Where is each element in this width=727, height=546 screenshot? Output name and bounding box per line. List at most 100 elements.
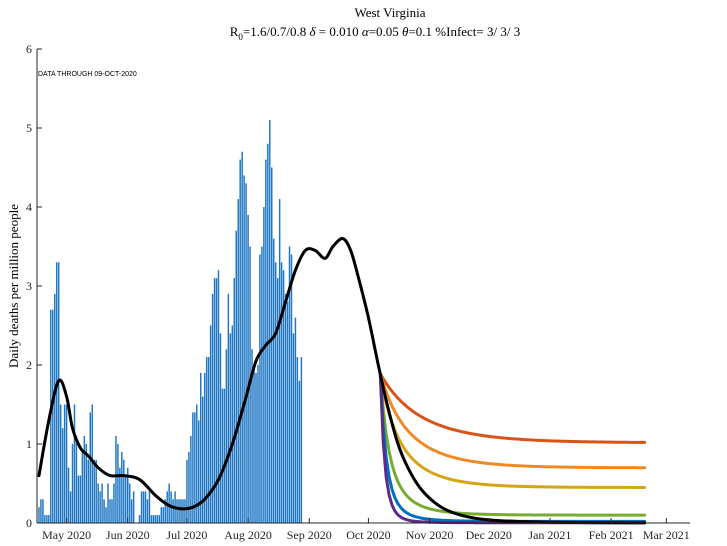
daily-bar bbox=[271, 167, 273, 523]
daily-bar bbox=[192, 412, 194, 523]
daily-bar bbox=[83, 436, 86, 523]
daily-bar bbox=[225, 349, 228, 523]
daily-bar bbox=[233, 278, 236, 523]
daily-bar bbox=[57, 262, 60, 523]
daily-bar bbox=[138, 515, 141, 523]
chart-subtitle: R0=1.6/0.7/0.8 δ = 0.010 α=0.05 θ=0.1 %I… bbox=[230, 24, 520, 42]
y-tick-label: 5 bbox=[26, 121, 32, 135]
daily-bar bbox=[95, 459, 97, 523]
projection-curve bbox=[378, 372, 647, 470]
x-tick-label: May 2020 bbox=[42, 528, 91, 542]
fit-curve bbox=[37, 237, 647, 525]
daily-bar bbox=[164, 499, 166, 523]
daily-bar bbox=[229, 333, 232, 523]
daily-bar bbox=[196, 404, 198, 523]
daily-bar bbox=[251, 349, 253, 523]
daily-bar bbox=[44, 515, 46, 523]
bars bbox=[38, 120, 303, 524]
daily-bar bbox=[73, 404, 76, 523]
daily-bar bbox=[221, 388, 224, 523]
daily-bar bbox=[184, 499, 186, 523]
daily-bar bbox=[103, 499, 105, 523]
daily-bar bbox=[152, 515, 155, 523]
x-tick-label: Dec 2020 bbox=[466, 528, 512, 542]
x-tick-label: Sep 2020 bbox=[287, 528, 332, 542]
daily-bar bbox=[243, 175, 245, 523]
daily-bar bbox=[146, 499, 149, 523]
daily-bar bbox=[261, 246, 263, 523]
daily-bar bbox=[91, 404, 93, 523]
daily-bar bbox=[194, 412, 196, 523]
daily-bar bbox=[81, 451, 84, 523]
daily-bar bbox=[87, 459, 90, 523]
daily-bar bbox=[40, 499, 42, 523]
y-tick-label: 0 bbox=[26, 516, 32, 530]
y-tick-label: 6 bbox=[26, 42, 32, 56]
daily-bar bbox=[215, 278, 218, 523]
daily-bar bbox=[278, 199, 281, 523]
daily-bar bbox=[267, 143, 269, 524]
daily-bar bbox=[89, 412, 91, 523]
x-tick-label: Aug 2020 bbox=[224, 528, 272, 542]
x-tick-label: Feb 2021 bbox=[589, 528, 634, 542]
projection-curve bbox=[378, 372, 647, 489]
daily-bar bbox=[294, 317, 297, 523]
x-tick-label: Jul 2020 bbox=[166, 528, 207, 542]
daily-bar bbox=[298, 380, 301, 523]
daily-bar bbox=[286, 301, 289, 523]
daily-bar bbox=[178, 499, 180, 523]
daily-bar bbox=[223, 388, 226, 523]
daily-bar bbox=[67, 467, 70, 523]
daily-bar bbox=[144, 491, 147, 523]
daily-bar bbox=[176, 499, 178, 523]
y-tick-label: 3 bbox=[26, 279, 32, 293]
daily-bar bbox=[71, 444, 74, 523]
daily-bar bbox=[217, 270, 220, 523]
daily-bar bbox=[42, 499, 44, 523]
daily-bar bbox=[290, 254, 293, 523]
daily-bar bbox=[273, 238, 275, 523]
daily-bar bbox=[111, 499, 113, 523]
daily-bar bbox=[276, 278, 279, 523]
daily-bar bbox=[140, 491, 143, 523]
daily-bar bbox=[160, 507, 163, 523]
daily-bar bbox=[211, 293, 214, 523]
daily-bar bbox=[69, 491, 72, 523]
daily-bar bbox=[54, 293, 56, 523]
daily-bar bbox=[201, 396, 204, 523]
y-tick-label: 4 bbox=[26, 200, 32, 214]
daily-bar bbox=[255, 372, 257, 523]
daily-bar bbox=[63, 404, 66, 523]
daily-bar bbox=[52, 309, 54, 523]
daily-bar bbox=[48, 515, 50, 523]
daily-bar bbox=[93, 459, 95, 523]
daily-bar bbox=[162, 507, 164, 523]
daily-bar bbox=[75, 436, 78, 523]
daily-bar bbox=[205, 357, 208, 523]
daily-bar bbox=[107, 483, 109, 523]
x-tick-label: Nov 2020 bbox=[406, 528, 454, 542]
projection-curve bbox=[378, 372, 647, 523]
daily-bar bbox=[117, 444, 119, 523]
daily-bar bbox=[85, 444, 88, 523]
daily-bar bbox=[119, 467, 121, 523]
daily-bar bbox=[198, 420, 200, 523]
daily-bar bbox=[274, 262, 277, 523]
y-tick-label: 2 bbox=[26, 358, 32, 372]
daily-bar bbox=[79, 475, 82, 523]
daily-bar bbox=[186, 459, 188, 523]
daily-bar bbox=[158, 515, 161, 523]
daily-bar bbox=[288, 246, 291, 523]
daily-bar bbox=[156, 515, 159, 523]
daily-bar bbox=[207, 357, 210, 523]
daily-bar bbox=[257, 365, 259, 523]
daily-bar bbox=[296, 357, 299, 523]
daily-bar bbox=[59, 404, 62, 523]
daily-bar bbox=[245, 183, 247, 524]
daily-bar bbox=[38, 507, 40, 523]
daily-bar bbox=[105, 507, 107, 523]
chart-title: West Virginia bbox=[355, 5, 426, 20]
daily-bar bbox=[190, 436, 192, 523]
daily-bar bbox=[241, 151, 243, 523]
